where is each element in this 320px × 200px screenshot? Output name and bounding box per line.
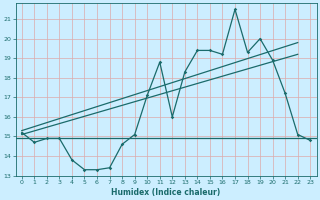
- X-axis label: Humidex (Indice chaleur): Humidex (Indice chaleur): [111, 188, 221, 197]
